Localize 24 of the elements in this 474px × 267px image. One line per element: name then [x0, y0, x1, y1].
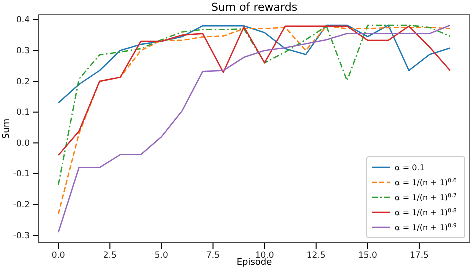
x-tick-label: 7.5 [206, 251, 220, 262]
legend-label: α = 1/(n + 1)$^{0.8}$ [395, 208, 458, 218]
x-tick-label: 2.5 [103, 251, 117, 262]
legend-label: α = 1/(n + 1)$^{0.6}$ [395, 178, 458, 188]
legend-label: α = 1/(n + 1)$^{0.7}$ [395, 192, 458, 202]
x-tick-label: 5.0 [154, 251, 168, 262]
x-tick-label: 12.5 [306, 251, 326, 262]
chart-title: Sum of rewards [211, 1, 298, 14]
line-series [58, 26, 452, 156]
y-tick-label: 0.4 [16, 16, 30, 26]
y-tick-label: -0.1 [13, 170, 30, 180]
x-tick-label: 15.0 [358, 251, 378, 262]
y-tick-label: 0.0 [16, 138, 30, 149]
legend-label: α = 1/(n + 1)$^{0.9}$ [395, 222, 458, 232]
x-tick-label: 17.5 [410, 251, 429, 262]
y-tick-label: 0.3 [16, 46, 30, 56]
y-tick-label: -0.3 [13, 231, 30, 242]
y-axis-title: Sum [2, 118, 12, 140]
x-tick-label: 0.0 [52, 251, 66, 262]
legend-label: α = 0.1 [395, 164, 425, 172]
y-tick-label: 0.2 [16, 77, 30, 88]
y-tick-label: 0.1 [16, 108, 30, 118]
line-series [58, 24, 452, 104]
y-tick-label: -0.2 [13, 200, 30, 211]
